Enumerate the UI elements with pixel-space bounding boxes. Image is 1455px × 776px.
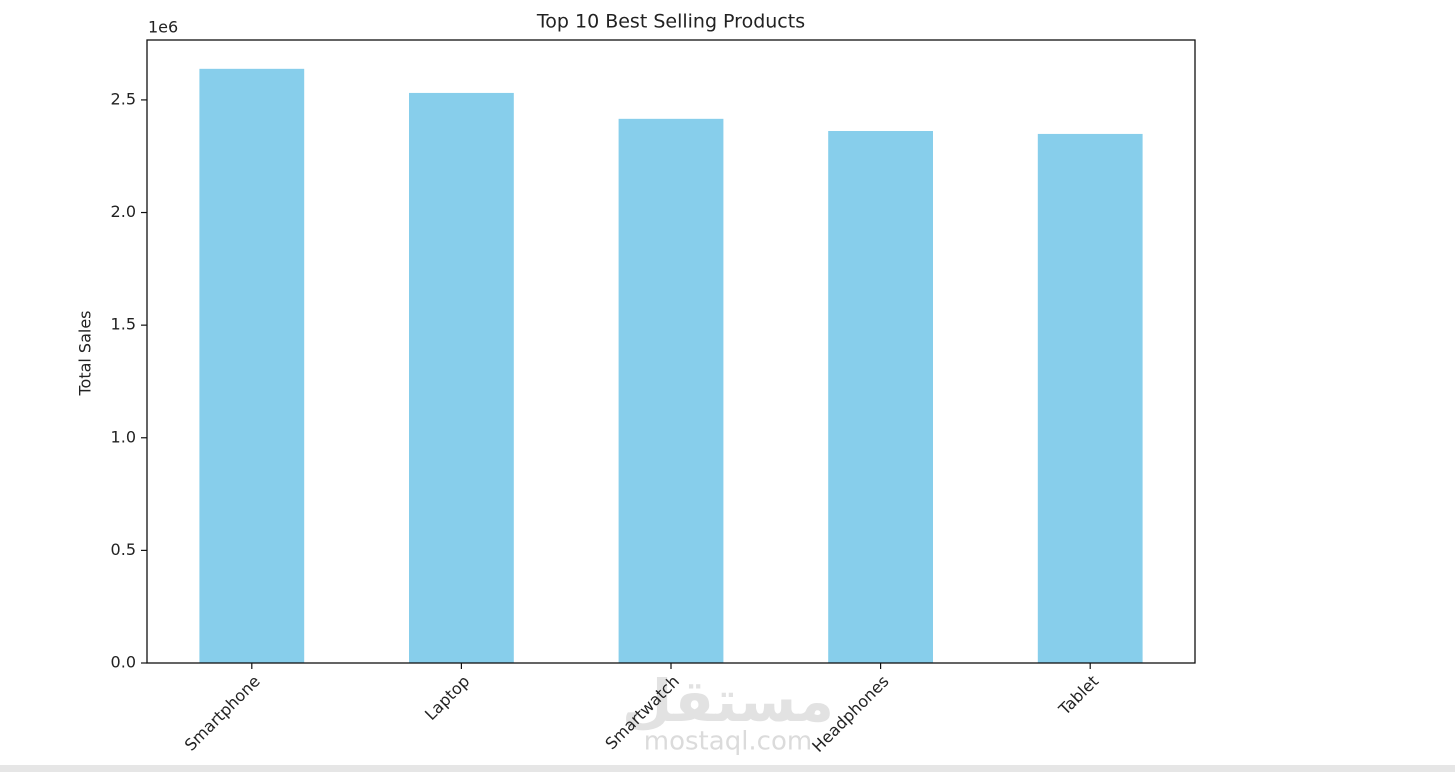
y-tick-label: 0.5 (111, 540, 136, 559)
plot-area (199, 68, 1143, 664)
bar (409, 92, 514, 663)
y-tick-label: 2.5 (111, 89, 136, 108)
y-tick-label: 1.0 (111, 427, 136, 446)
chart-title: Top 10 Best Selling Products (536, 11, 805, 33)
bar (199, 68, 305, 663)
y-axis-label: Total Sales (76, 310, 95, 396)
y-offset-label: 1e6 (148, 18, 178, 37)
watermark-latin: mostaql.com (644, 727, 812, 757)
bar (828, 130, 933, 663)
x-tick-label: Tablet (1054, 672, 1102, 720)
bar (618, 118, 724, 663)
y-tick-label: 1.5 (111, 315, 136, 334)
scrollbar (0, 765, 1455, 772)
watermark-arabic: مستقل (622, 667, 834, 735)
x-tick-label: Smartphone (181, 672, 264, 755)
bar (1037, 133, 1143, 664)
y-tick-label: 0.0 (111, 653, 136, 672)
x-tick-label: Laptop (421, 672, 473, 724)
y-tick-label: 2.0 (111, 202, 136, 221)
